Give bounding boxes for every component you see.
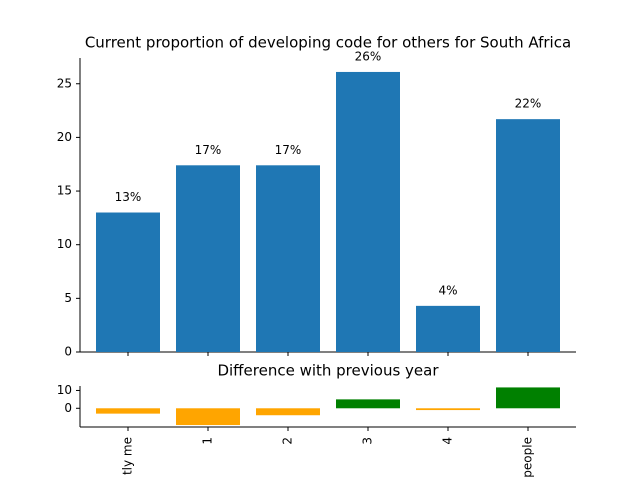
x-tick-label: 1: [201, 437, 215, 445]
y-tick-label: 20: [57, 130, 72, 144]
value-label: 4%: [438, 283, 457, 297]
value-label: 13%: [115, 190, 142, 204]
bar: [256, 408, 320, 416]
bar: [96, 408, 160, 414]
y-tick-label: 25: [57, 76, 72, 90]
bar: [336, 71, 400, 352]
x-tick-label: tly me: [121, 437, 135, 475]
y-tick-label: 10: [57, 237, 72, 251]
bar: [336, 399, 400, 409]
bar: [176, 408, 240, 426]
y-tick-label: 5: [64, 291, 72, 305]
x-tick-label: 3: [361, 437, 375, 445]
value-label: 17%: [195, 143, 222, 157]
value-label: 22%: [515, 97, 542, 111]
x-tick-label: 2: [281, 437, 295, 445]
x-tick-label: 4: [441, 437, 455, 445]
bar: [416, 305, 480, 352]
y-tick-label: 0: [64, 401, 72, 415]
bar: [496, 387, 560, 409]
bar: [96, 212, 160, 352]
value-label: 17%: [275, 143, 302, 157]
y-tick-label: 10: [57, 383, 72, 397]
bar: [496, 119, 560, 352]
chart-title: Difference with previous year: [217, 362, 439, 380]
bar: [256, 165, 320, 352]
x-tick-label: people: [521, 437, 535, 478]
bar: [416, 408, 480, 411]
y-tick-label: 15: [57, 184, 72, 198]
bar: [176, 165, 240, 352]
y-tick-label: 0: [64, 345, 72, 359]
chart-title: Current proportion of developing code fo…: [85, 34, 571, 52]
value-label: 26%: [355, 49, 382, 63]
